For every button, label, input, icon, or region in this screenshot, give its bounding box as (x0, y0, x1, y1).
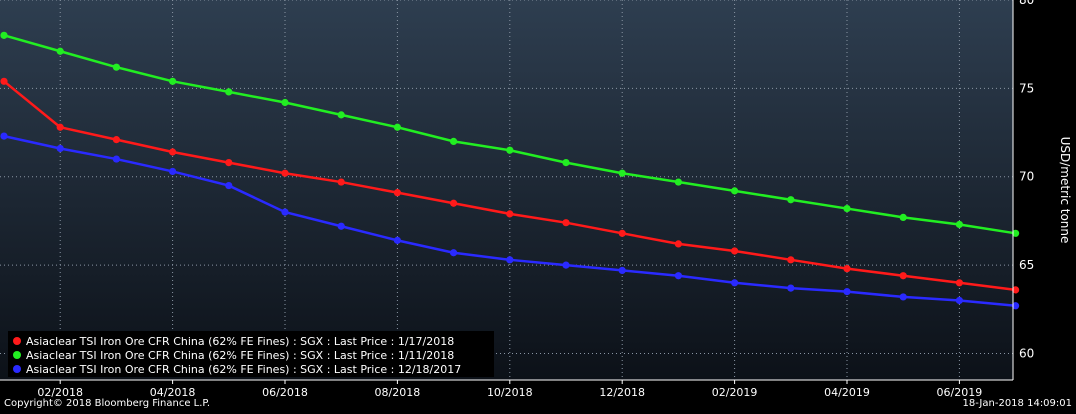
data-point (562, 219, 570, 227)
data-point (225, 88, 233, 96)
data-point (562, 159, 570, 167)
data-point (843, 288, 851, 296)
x-tick-label: 06/2019 (937, 386, 983, 399)
data-point (618, 169, 626, 177)
data-point (0, 31, 8, 39)
data-point (955, 279, 964, 287)
timestamp-text: 18-Jan-2018 14:09:01 (963, 398, 1072, 409)
y-tick-label: 70 (1019, 170, 1034, 184)
data-point (618, 229, 626, 237)
data-point (112, 155, 120, 163)
legend: Asiaclear TSI Iron Ore CFR China (62% FE… (8, 331, 494, 377)
series-2 (0, 31, 1020, 237)
data-point (955, 296, 964, 305)
data-point (450, 199, 458, 207)
data-point (674, 178, 683, 186)
data-point (56, 123, 64, 131)
x-axis: 02/2018 04/2018 06/2018 08/2018 10/2018 12/20… (0, 379, 1013, 399)
data-point (1012, 286, 1020, 294)
data-point (393, 189, 401, 197)
legend-marker (13, 337, 21, 345)
x-tick-label: 12/2018 (599, 386, 645, 399)
data-point (899, 213, 907, 221)
legend-label: Asiaclear TSI Iron Ore CFR China (62% FE… (26, 335, 454, 348)
data-point (562, 261, 570, 269)
data-point (169, 148, 177, 156)
data-point (337, 111, 345, 119)
data-point (843, 265, 851, 273)
data-point (787, 196, 795, 204)
legend-label: Asiaclear TSI Iron Ore CFR China (62% FE… (26, 363, 461, 376)
data-point (731, 187, 739, 195)
data-point (0, 77, 8, 85)
data-point (450, 137, 458, 145)
data-point (506, 210, 514, 218)
data-point (450, 249, 458, 257)
data-point (1012, 229, 1020, 237)
y-axis-label: USD/metric tonne (1058, 137, 1072, 244)
data-point (281, 98, 289, 107)
data-point (337, 178, 345, 186)
y-tick-label: 60 (1019, 346, 1034, 360)
x-tick-label: 10/2018 (487, 386, 533, 399)
data-point (731, 247, 739, 255)
x-tick-label: 02/2018 (37, 386, 83, 399)
data-point (225, 159, 233, 167)
y-tick-label: 65 (1019, 258, 1034, 272)
x-tick-label: 04/2018 (150, 386, 196, 399)
data-point (169, 167, 177, 176)
legend-marker (13, 365, 21, 373)
data-point (787, 256, 795, 264)
data-point (899, 293, 907, 301)
data-point (899, 272, 907, 280)
series-1 (0, 77, 1020, 294)
data-point (955, 220, 964, 229)
data-point (0, 132, 8, 140)
x-tick-label: 04/2019 (824, 386, 870, 399)
data-point (506, 256, 514, 264)
data-point (112, 63, 120, 71)
copyright-text: Copyright© 2018 Bloomberg Finance L.P. (4, 398, 210, 409)
grid (0, 0, 1013, 380)
data-point (1012, 302, 1020, 310)
data-point (618, 266, 626, 275)
data-point (393, 123, 401, 131)
data-point (337, 222, 345, 230)
x-tick-label: 08/2018 (375, 386, 421, 399)
plot-area (0, 0, 1013, 380)
data-point (225, 181, 233, 190)
series-3 (0, 132, 1020, 310)
legend-marker (13, 351, 21, 359)
data-point (674, 272, 683, 280)
x-tick-label: 06/2018 (262, 386, 308, 399)
y-tick-label: 75 (1019, 81, 1034, 95)
data-point (393, 236, 401, 244)
data-point (674, 240, 683, 248)
data-point (281, 169, 289, 177)
data-point (112, 136, 120, 144)
series-layer (0, 31, 1020, 310)
data-point (731, 279, 739, 287)
legend-box (8, 331, 494, 377)
data-point (56, 47, 64, 55)
data-point (56, 144, 64, 153)
data-point (843, 204, 851, 213)
y-axis: 60 65 70 75 80 (1012, 0, 1034, 380)
data-point (787, 284, 795, 292)
legend-label: Asiaclear TSI Iron Ore CFR China (62% FE… (26, 349, 454, 362)
y-tick-label: 80 (1019, 0, 1034, 7)
x-tick-label: 02/2019 (712, 386, 758, 399)
data-point (506, 146, 514, 154)
data-point (169, 77, 177, 85)
data-point (281, 208, 289, 216)
